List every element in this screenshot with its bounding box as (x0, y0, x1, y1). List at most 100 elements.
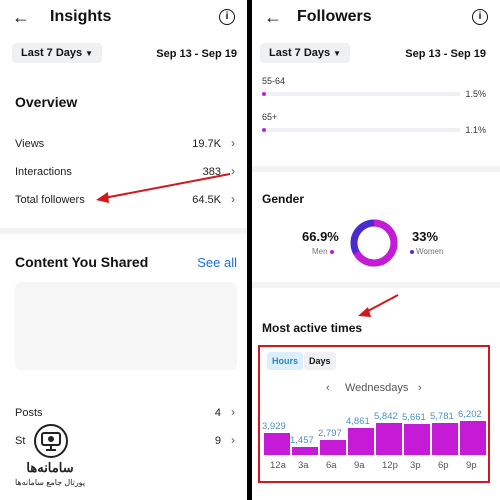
active-times-chart: 3,929 1,457 2,797 4,861 5,842 5,661 5,781 6,202 (262, 407, 486, 469)
back-arrow-icon[interactable]: ← (12, 7, 30, 27)
women-dot-icon (410, 249, 414, 254)
row-value: 383 (202, 166, 221, 178)
row-label: Total followers (15, 194, 85, 206)
chart-bar-value-label: 5,661 (402, 412, 426, 423)
age-value: 1.5% (465, 89, 486, 99)
date-range-text: Sep 13 - Sep 19 (156, 48, 237, 60)
chevron-down-icon: ▼ (333, 49, 342, 58)
back-arrow-icon[interactable]: ← (264, 7, 282, 27)
content-thumbnails[interactable] (15, 282, 237, 370)
most-active-times-card: Hours Days ‹ Wednesdays › 3,929 1,457 2,79… (258, 345, 490, 483)
row-value: 19.7K (192, 138, 221, 150)
age-bar-fill (262, 92, 266, 96)
chevron-down-icon: ▼ (85, 49, 94, 58)
section-divider (0, 228, 247, 234)
tab-days[interactable]: Days (304, 352, 336, 370)
chart-bar-value-label: 1,457 (290, 435, 314, 446)
x-tick-label: 6a (326, 460, 337, 471)
age-bar-fill (262, 128, 266, 132)
x-tick-label: 3a (298, 460, 309, 471)
x-tick-label: 9a (354, 460, 365, 471)
women-legend: Women (408, 247, 443, 256)
chevron-right-icon: › (231, 405, 235, 419)
followers-top-bar: ← Followers i (252, 0, 500, 36)
x-tick-label: 6p (438, 460, 449, 471)
date-range-text: Sep 13 - Sep 19 (405, 48, 486, 60)
x-tick-label: 9p (466, 460, 477, 471)
annotation-arrow (358, 294, 399, 317)
watermark-title: سامانه‌ها (4, 460, 96, 476)
stat-row-posts[interactable]: Posts 4 › (15, 405, 237, 423)
chart-bar-12a (264, 433, 290, 455)
gender-title: Gender (262, 192, 305, 206)
gender-donut (350, 219, 398, 267)
annotation-arrow (96, 173, 231, 203)
chart-bar-9a (348, 428, 374, 455)
chevron-right-icon: › (231, 433, 235, 447)
men-label: Men (312, 247, 328, 256)
chart-bar-value-label: 4,861 (346, 416, 370, 427)
date-range-label: Last 7 Days (21, 47, 83, 59)
prev-day-chevron-icon[interactable]: ‹ (326, 382, 330, 394)
men-legend: Men (312, 247, 336, 256)
chart-bar-value-label: 6,202 (458, 409, 482, 420)
overview-row-interactions[interactable]: Interactions 383 › (15, 164, 237, 182)
date-range-label: Last 7 Days (269, 47, 331, 59)
chart-bar-3p (404, 424, 430, 455)
row-label: Posts (15, 407, 43, 419)
x-tick-label: 12p (382, 460, 398, 471)
watermark-subtitle: پورتال جامع سامانه‌ها (4, 478, 96, 487)
row-value: 9 (214, 435, 221, 447)
men-dot-icon (329, 249, 334, 254)
monitor-logo-icon (34, 424, 68, 458)
chart-bar-value-label: 3,929 (262, 421, 286, 432)
tab-hours[interactable]: Hours (267, 352, 304, 370)
row-label: Views (15, 138, 45, 150)
overview-row-views[interactable]: Views 19.7K › (15, 136, 237, 154)
see-all-link[interactable]: See all (197, 255, 237, 270)
insights-panel: ← Insights i Last 7 Days ▼ Sep 13 - Sep 1… (0, 0, 247, 500)
x-tick-label: 3p (410, 460, 421, 471)
men-percent: 66.9% (302, 229, 339, 244)
watermark-logo: سامانه‌ها پورتال جامع سامانه‌ها (4, 424, 96, 494)
most-active-title: Most active times (262, 321, 363, 335)
date-range-dropdown[interactable]: Last 7 Days ▼ (260, 43, 351, 63)
chevron-right-icon: › (231, 164, 235, 178)
stat-row-stories[interactable]: St 9 › (15, 433, 237, 451)
women-label: Women (416, 247, 444, 256)
overview-row-total-followers[interactable]: Total followers 64.5K › (15, 192, 237, 210)
donut-men-segment (350, 219, 398, 267)
row-value: 4 (214, 407, 221, 419)
info-icon[interactable]: i (219, 9, 235, 25)
chart-bar-9p (460, 421, 486, 455)
content-shared-title: Content You Shared (15, 254, 149, 270)
row-label: Interactions (15, 166, 72, 178)
chart-bar-6a (320, 440, 346, 455)
women-percent: 33% (412, 229, 439, 244)
row-label: St (15, 435, 26, 447)
chart-bar-12p (376, 423, 402, 455)
section-divider (252, 282, 500, 288)
row-value: 64.5K (192, 194, 221, 206)
page-title: Insights (50, 8, 112, 25)
age-bar (262, 128, 460, 132)
selected-day: Wednesdays (345, 382, 409, 394)
chart-bar-3a (292, 447, 318, 455)
chevron-right-icon: › (231, 136, 235, 150)
date-range-dropdown[interactable]: Last 7 Days ▼ (12, 43, 103, 63)
chart-bar-value-label: 2,797 (318, 428, 342, 439)
followers-panel: ← Followers i Last 7 Days ▼ Sep 13 - Sep … (252, 0, 500, 500)
chart-bar-value-label: 5,781 (430, 411, 454, 422)
age-bar (262, 92, 460, 96)
chart-bar-value-label: 5,842 (374, 411, 398, 422)
section-divider (252, 166, 500, 172)
chevron-right-icon: › (231, 192, 235, 206)
age-label: 65+ (262, 112, 278, 122)
x-tick-label: 12a (270, 460, 286, 471)
page-title: Followers (297, 8, 372, 25)
overview-title: Overview (15, 94, 78, 110)
info-icon[interactable]: i (472, 9, 488, 25)
next-day-chevron-icon[interactable]: › (418, 382, 422, 394)
age-value: 1.1% (465, 125, 486, 135)
insights-top-bar: ← Insights i (0, 0, 247, 36)
